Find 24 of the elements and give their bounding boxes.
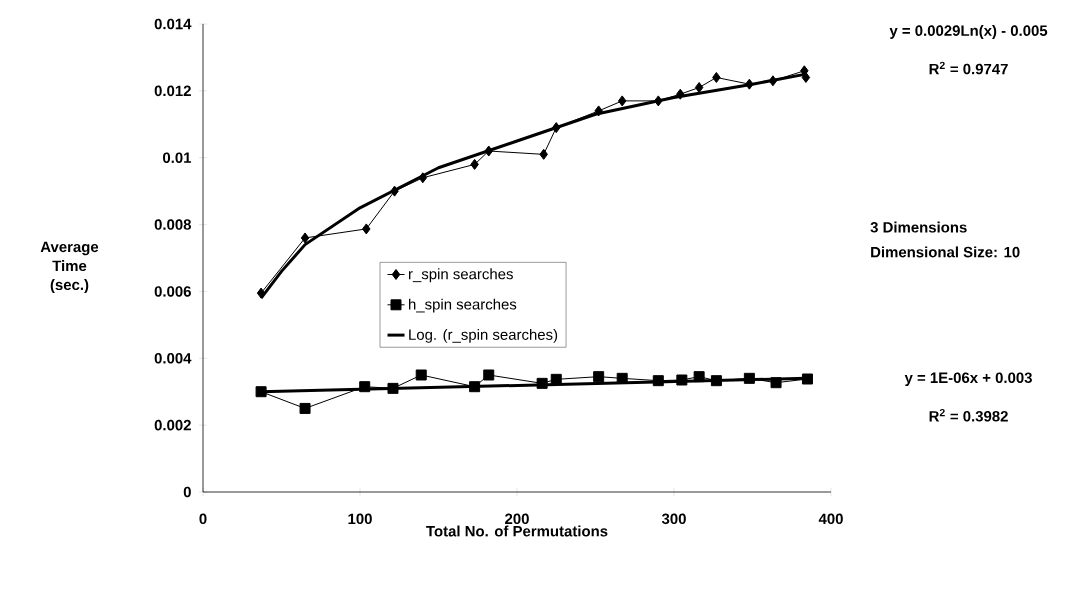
y-tick-label: 0.014 [154,18,192,30]
y-tick-label: 0.006 [154,286,191,297]
y-tick-label: 0.002 [154,419,191,431]
x-tick-label: 200 [505,513,529,525]
text: y = 0.0029Ln(x) - 0.005 [889,24,1048,39]
x-tick-label: 400 [818,513,843,525]
text: 3 Dimensions [870,221,967,233]
x-tick-label: 300 [661,513,686,525]
text: y = 1E-06x + 0.003 [904,372,1032,386]
x-tick-label: 0 [199,513,207,525]
x-tick-label: 100 [348,513,372,525]
text: R$^{2}$ = 0.3982 [929,408,1008,422]
legend-label: r_spin searches [408,268,513,283]
text: R$^{2}$ = 0.9747 [929,61,1008,75]
y-tick-label: 0.01 [162,152,192,163]
legend-label: Log. (r_spin searches) [409,328,558,343]
y-tick-label: 0.008 [154,219,192,230]
x-axis-title: Total No. of Permutations [426,525,608,537]
y-tick-label: 0 [183,486,191,498]
y-tick-label: 0.012 [154,85,191,97]
legend-label: h_spin searches [409,298,517,313]
y-axis-title: Average Time (sec.) [40,241,99,293]
y-tick-label: 0.004 [154,352,192,364]
text: Dimensional Size: 10 [871,246,1020,258]
